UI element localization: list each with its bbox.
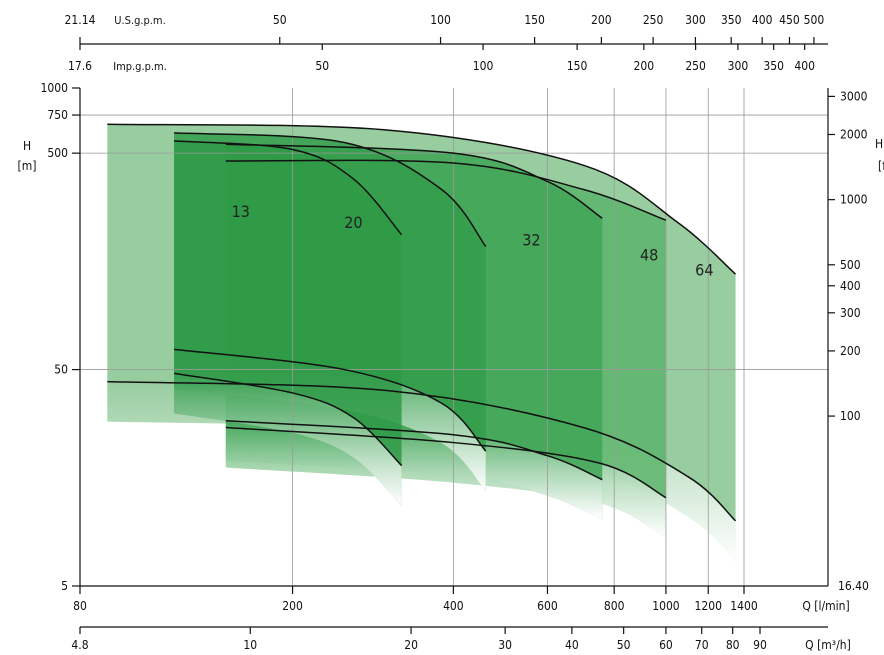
xtick-label-usgpm-300: 300 bbox=[685, 13, 706, 27]
ytick-label-right-100: 100 bbox=[840, 409, 861, 423]
y-axis-label-left: H bbox=[23, 139, 31, 153]
xtick-label-usgpm-150: 150 bbox=[524, 13, 545, 27]
ytick-label-left-500: 500 bbox=[47, 146, 68, 160]
xtick-label-lmin-1400: 1400 bbox=[730, 599, 758, 613]
tick-labels: 13 20 32 48 64 5 50 500 750 1000 H [m] 3000 2000 1000 5… bbox=[18, 13, 884, 652]
x-axis-label-m3h: Q [m³/h] bbox=[805, 638, 851, 652]
xtick-label-usgpm-450: 450 bbox=[779, 13, 800, 27]
series-label-64: 64 bbox=[695, 261, 713, 280]
xtick-label-usgpm-100: 100 bbox=[430, 13, 451, 27]
curve-min-48 bbox=[225, 426, 667, 499]
gridlines bbox=[80, 88, 828, 586]
ytick-label-left-50: 50 bbox=[54, 363, 68, 377]
ytick-label-left-5: 5 bbox=[61, 579, 68, 593]
xtick-label-impgpm-350: 350 bbox=[763, 59, 784, 73]
ytick-label-left-750: 750 bbox=[47, 108, 68, 122]
ytick-label-right-2000: 2000 bbox=[840, 127, 868, 141]
performance-regions bbox=[107, 124, 736, 561]
xtick-label-lmin-1200: 1200 bbox=[695, 599, 723, 613]
ytick-label-right-400: 400 bbox=[840, 279, 861, 293]
series-label-48: 48 bbox=[640, 246, 658, 265]
xtick-label-usgpm-500: 500 bbox=[804, 13, 825, 27]
xtick-label-m3h-50: 50 bbox=[617, 638, 631, 652]
y-axis-unit-right: [ft] bbox=[878, 159, 884, 173]
xtick-label-lmin-600: 600 bbox=[537, 599, 558, 613]
ytick-label-left-1000: 1000 bbox=[41, 81, 69, 95]
curve-max-13 bbox=[174, 140, 403, 236]
xtick-label-m3h-10: 10 bbox=[243, 638, 257, 652]
xtick-label-impgpm-150: 150 bbox=[567, 59, 588, 73]
y-axis-label-right: H bbox=[875, 137, 883, 151]
xtick-label-usgpm-50: 50 bbox=[273, 13, 287, 27]
performance-curves bbox=[107, 123, 737, 522]
series-label-32: 32 bbox=[522, 230, 540, 249]
xtick-label-impgpm-400: 400 bbox=[794, 59, 815, 73]
axes bbox=[72, 37, 835, 634]
x-axis-label-lmin: Q [l/min] bbox=[802, 599, 849, 613]
xtick-label-impgpm-200: 200 bbox=[634, 59, 655, 73]
xtick-label-m3h-80: 80 bbox=[726, 638, 740, 652]
xtick-label-lmin-400: 400 bbox=[443, 599, 464, 613]
ytick-label-right-500: 500 bbox=[840, 258, 861, 272]
xtick-label-m3h-20: 20 bbox=[404, 638, 418, 652]
x-axis-unit-usgpm: U.S.g.p.m. bbox=[114, 14, 165, 27]
xtick-label-m3h-90: 90 bbox=[753, 638, 767, 652]
ytick-label-right-1000: 1000 bbox=[840, 193, 868, 207]
curve-min-64 bbox=[107, 380, 737, 522]
curve-max-64 bbox=[107, 123, 737, 275]
y-axis-unit-left: [m] bbox=[18, 159, 37, 173]
xtick-label-m3h-40: 40 bbox=[565, 638, 579, 652]
xtick-label-lmin-1000: 1000 bbox=[652, 599, 680, 613]
xtick-label-usgpm-200: 200 bbox=[591, 13, 612, 27]
xtick-label-lmin-200: 200 bbox=[282, 599, 303, 613]
ytick-label-right-3000: 3000 bbox=[840, 89, 868, 103]
xtick-label-usgpm-350: 350 bbox=[721, 13, 742, 27]
xtick-label-usgpm-400: 400 bbox=[752, 13, 773, 27]
xtick-label-m3h-30: 30 bbox=[498, 638, 512, 652]
ytick-label-right-300: 300 bbox=[840, 306, 861, 320]
region-fade-32 bbox=[225, 420, 603, 520]
xtick-label-m3h-start: 4.8 bbox=[71, 638, 88, 652]
curve-min-32 bbox=[225, 420, 603, 481]
xtick-label-impgpm-300: 300 bbox=[728, 59, 749, 73]
xtick-label-lmin-800: 800 bbox=[604, 599, 625, 613]
ytick-label-right-200: 200 bbox=[840, 344, 861, 358]
series-label-13: 13 bbox=[232, 202, 250, 221]
x-axis-unit-impgpm: Imp.g.p.m. bbox=[113, 60, 167, 73]
xtick-label-impgpm-50: 50 bbox=[315, 59, 329, 73]
xtick-label-impgpm-100: 100 bbox=[473, 59, 494, 73]
curve-min-13 bbox=[173, 372, 403, 467]
xtick-label-impgpm-start: 17.6 bbox=[68, 59, 92, 73]
curve-max-20 bbox=[174, 132, 487, 248]
xtick-label-usgpm-250: 250 bbox=[643, 13, 664, 27]
curve-max-48 bbox=[225, 159, 667, 221]
xtick-label-m3h-70: 70 bbox=[695, 638, 709, 652]
series-label-20: 20 bbox=[344, 213, 362, 232]
xtick-label-m3h-60: 60 bbox=[659, 638, 673, 652]
curve-max-32 bbox=[225, 143, 603, 219]
ytick-label-right-min: 16.40 bbox=[838, 579, 869, 593]
curve-min-20 bbox=[173, 348, 487, 452]
xtick-label-lmin-80: 80 bbox=[73, 599, 87, 613]
xtick-label-impgpm-250: 250 bbox=[685, 59, 706, 73]
xtick-label-usgpm-start: 21.14 bbox=[65, 13, 96, 27]
region-fade-13 bbox=[174, 373, 402, 506]
